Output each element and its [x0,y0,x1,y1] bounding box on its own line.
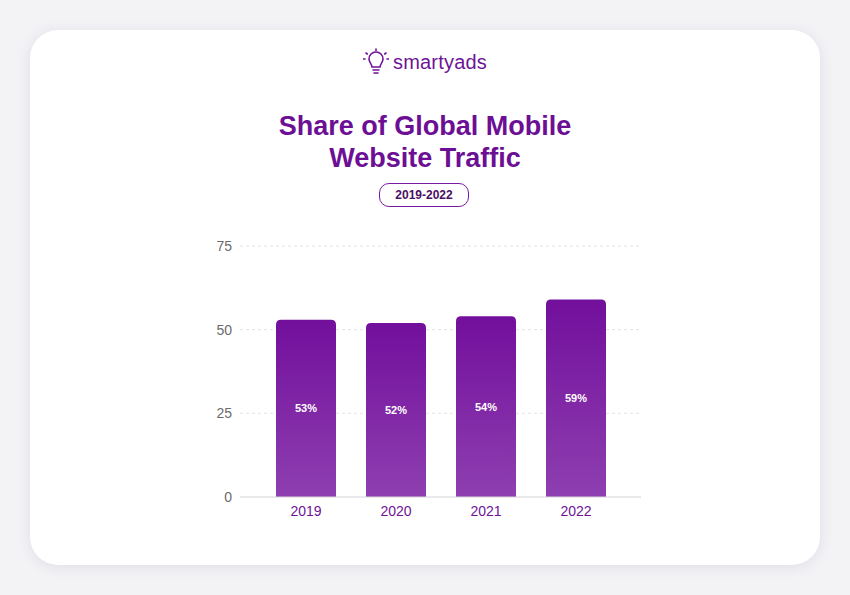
logo-icon [363,48,389,76]
x-tick-label: 2022 [560,503,591,519]
data-label: 53% [295,402,317,414]
data-label: 52% [385,404,407,416]
x-tick-label: 2021 [470,503,501,519]
y-tick-label: 25 [216,405,232,421]
x-tick-label: 2019 [290,503,321,519]
grid-line [240,246,641,247]
title: Share of Global Mobile Website Traffic [260,110,590,174]
bar [276,320,336,497]
bar [366,323,426,497]
logo: smartyads [0,48,850,76]
labels: 2019 2020 2021 2022 [290,503,591,519]
y-tick-label: 50 [216,322,232,338]
subtitle: 2019-2022 [379,183,469,207]
logo-text: smartyads [393,51,487,74]
bar [456,316,516,497]
bar [546,300,606,497]
x-axis-line [240,497,641,498]
x-tick-label: 2020 [380,503,411,519]
data-label: 54% [475,401,497,413]
y-tick-label: 0 [224,489,232,505]
bars [276,300,606,497]
chart: 0 25 50 75 2019 2020 2021 2022 53% 52% 54% 59% [0,0,850,595]
data-label: 59% [565,392,587,404]
y-tick-label: 75 [216,238,232,254]
